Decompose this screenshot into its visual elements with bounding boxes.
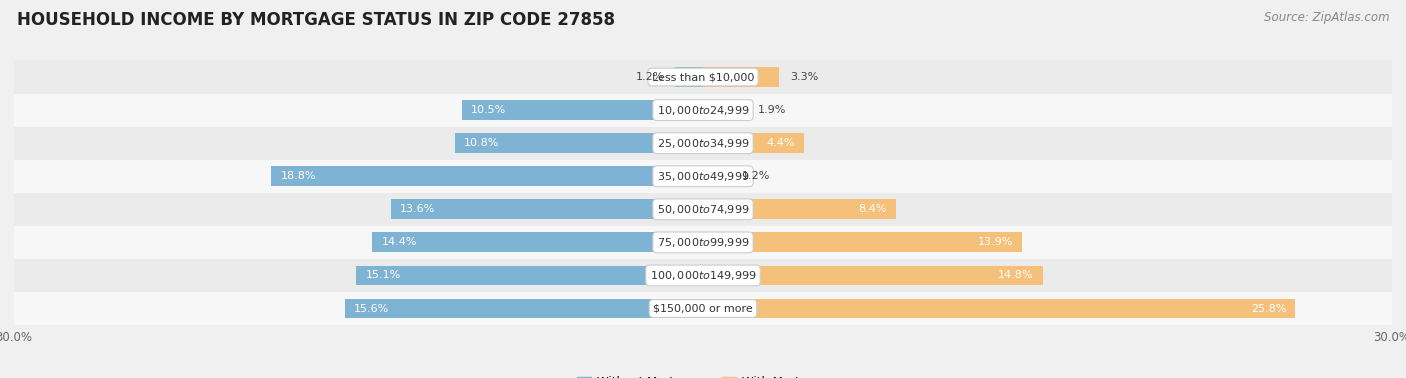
Text: 8.4%: 8.4%: [858, 204, 887, 214]
Bar: [344, 299, 703, 318]
Text: $150,000 or more: $150,000 or more: [654, 304, 752, 313]
Text: $35,000 to $49,999: $35,000 to $49,999: [657, 170, 749, 183]
Text: 4.4%: 4.4%: [766, 138, 794, 148]
Text: 3.3%: 3.3%: [790, 72, 818, 82]
Text: $25,000 to $34,999: $25,000 to $34,999: [657, 137, 749, 150]
Text: 10.8%: 10.8%: [464, 138, 499, 148]
Bar: [14, 94, 1392, 127]
Bar: [703, 67, 779, 87]
Text: 14.4%: 14.4%: [381, 237, 418, 247]
Text: Less than $10,000: Less than $10,000: [652, 72, 754, 82]
Text: HOUSEHOLD INCOME BY MORTGAGE STATUS IN ZIP CODE 27858: HOUSEHOLD INCOME BY MORTGAGE STATUS IN Z…: [17, 11, 614, 29]
Text: Source: ZipAtlas.com: Source: ZipAtlas.com: [1264, 11, 1389, 24]
Text: 18.8%: 18.8%: [280, 171, 316, 181]
Text: 13.9%: 13.9%: [977, 237, 1012, 247]
Bar: [456, 133, 703, 153]
Bar: [461, 100, 703, 120]
Bar: [703, 232, 1022, 253]
Bar: [14, 292, 1392, 325]
Bar: [703, 166, 731, 186]
Bar: [675, 67, 703, 87]
Bar: [703, 100, 747, 120]
Bar: [14, 226, 1392, 259]
Text: $10,000 to $24,999: $10,000 to $24,999: [657, 104, 749, 116]
Legend: Without Mortgage, With Mortgage: Without Mortgage, With Mortgage: [572, 371, 834, 378]
Bar: [703, 133, 804, 153]
Text: 13.6%: 13.6%: [399, 204, 434, 214]
Bar: [373, 232, 703, 253]
Text: 25.8%: 25.8%: [1251, 304, 1286, 313]
Bar: [703, 266, 1043, 285]
Bar: [356, 266, 703, 285]
Text: 1.2%: 1.2%: [636, 72, 664, 82]
Text: $100,000 to $149,999: $100,000 to $149,999: [650, 269, 756, 282]
Text: 15.1%: 15.1%: [366, 271, 401, 280]
Bar: [14, 127, 1392, 160]
Text: 10.5%: 10.5%: [471, 105, 506, 115]
Bar: [703, 299, 1295, 318]
Text: 14.8%: 14.8%: [998, 271, 1033, 280]
Text: $50,000 to $74,999: $50,000 to $74,999: [657, 203, 749, 216]
Text: 1.2%: 1.2%: [742, 171, 770, 181]
Text: 15.6%: 15.6%: [354, 304, 389, 313]
Bar: [14, 193, 1392, 226]
Bar: [271, 166, 703, 186]
Bar: [14, 160, 1392, 193]
Bar: [14, 259, 1392, 292]
Bar: [703, 200, 896, 219]
Bar: [14, 60, 1392, 94]
Text: $75,000 to $99,999: $75,000 to $99,999: [657, 236, 749, 249]
Bar: [391, 200, 703, 219]
Text: 1.9%: 1.9%: [758, 105, 786, 115]
